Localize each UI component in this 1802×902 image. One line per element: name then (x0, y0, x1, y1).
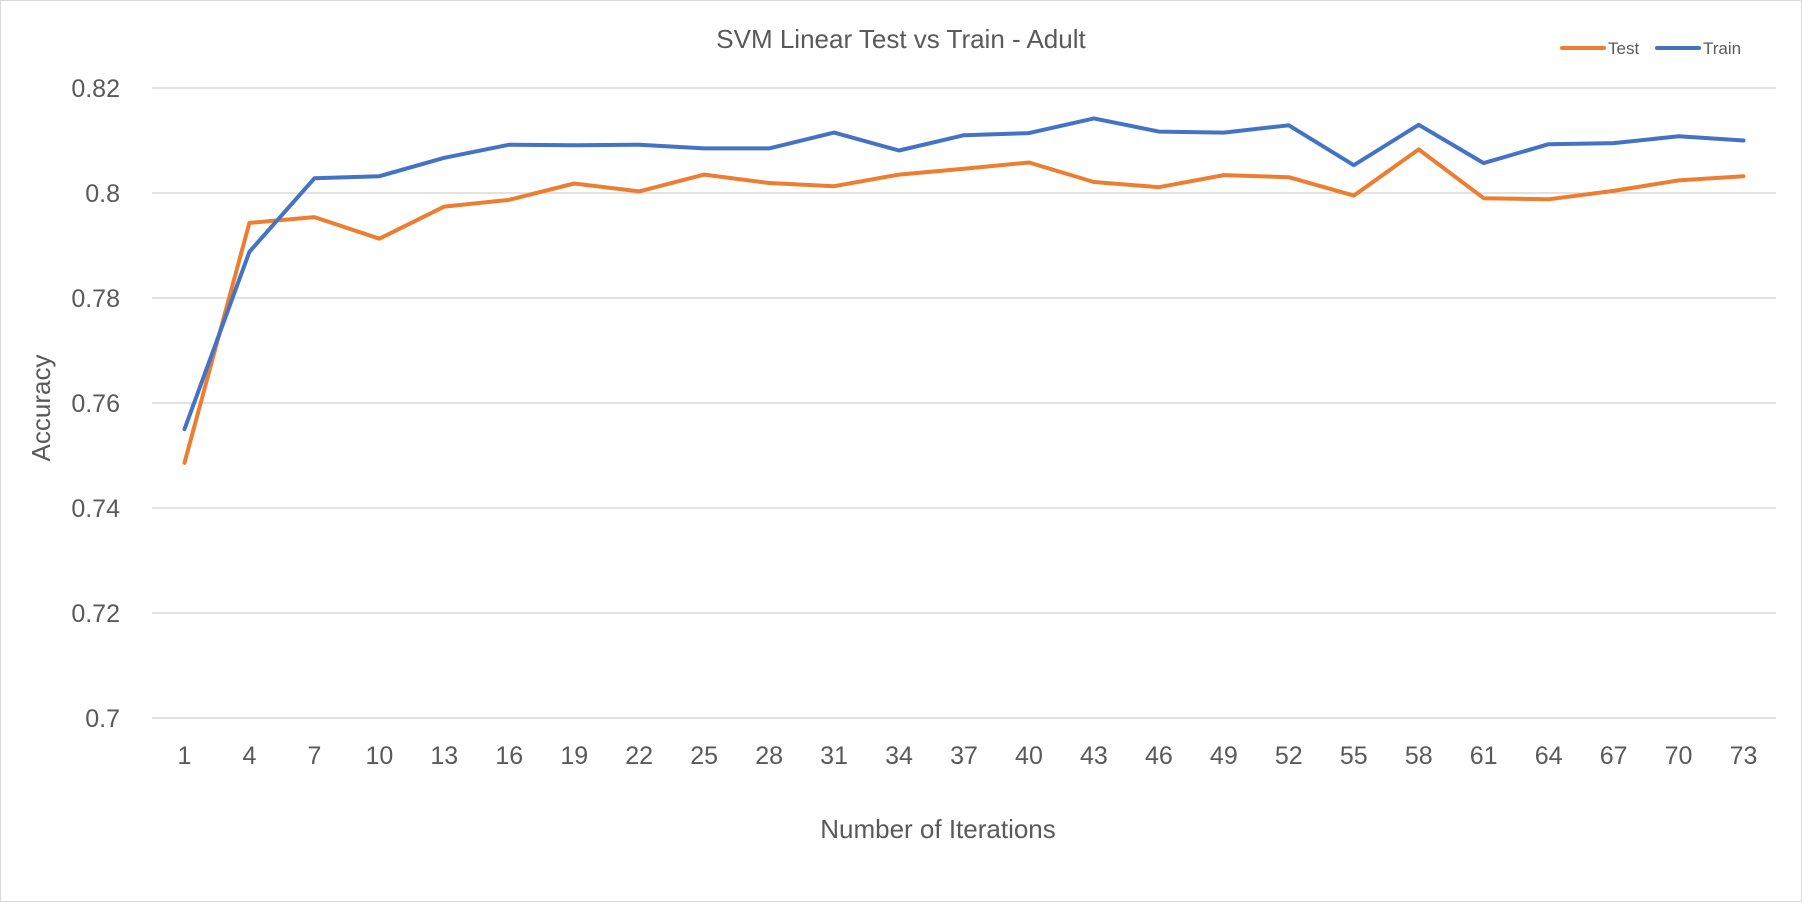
y-axis-ticks: 0.82 0.8 0.78 0.76 0.74 0.72 0.7 (71, 75, 120, 733)
x-tick-label: 58 (1405, 742, 1433, 770)
y-tick-label: 0.7 (85, 705, 120, 733)
x-axis-ticks: 1 4 7 10 13 16 19 22 25 28 31 34 37 40 43 46 49 52 55 58 61 6… (178, 742, 1758, 770)
x-tick-label: 70 (1665, 742, 1693, 770)
x-tick-label: 64 (1535, 742, 1563, 770)
x-tick-label: 67 (1600, 742, 1628, 770)
chart-title: SVM Linear Test vs Train - Adult (716, 24, 1086, 54)
y-tick-label: 0.74 (71, 495, 120, 523)
series-lines (182, 116, 1746, 465)
x-tick-label: 52 (1275, 742, 1303, 770)
x-tick-label: 55 (1340, 742, 1368, 770)
x-tick-label: 40 (1015, 742, 1043, 770)
x-tick-label: 46 (1145, 742, 1173, 770)
x-tick-label: 34 (885, 742, 913, 770)
series-line-test (182, 147, 1746, 465)
x-tick-label: 25 (690, 742, 718, 770)
x-tick-label: 10 (365, 742, 393, 770)
y-tick-label: 0.78 (71, 285, 120, 313)
y-tick-label: 0.82 (71, 75, 120, 103)
x-tick-label: 22 (625, 742, 653, 770)
legend-label-train: Train (1703, 39, 1741, 58)
legend-label-test: Test (1608, 39, 1639, 58)
y-tick-label: 0.72 (71, 600, 120, 628)
y-tick-label: 0.8 (85, 180, 120, 208)
x-tick-label: 7 (307, 742, 321, 770)
x-axis-title: Number of Iterations (820, 814, 1056, 844)
x-tick-label: 1 (178, 742, 192, 770)
gridlines (152, 87, 1776, 719)
x-tick-label: 13 (430, 742, 458, 770)
x-tick-label: 28 (755, 742, 783, 770)
x-tick-label: 43 (1080, 742, 1108, 770)
x-tick-label: 49 (1210, 742, 1238, 770)
x-tick-label: 61 (1470, 742, 1498, 770)
x-tick-label: 4 (242, 742, 256, 770)
x-tick-label: 16 (495, 742, 523, 770)
x-tick-label: 19 (560, 742, 588, 770)
series-line-train (182, 116, 1746, 432)
x-tick-label: 37 (950, 742, 978, 770)
legend: Test Train (1560, 39, 1741, 58)
x-tick-label: 73 (1730, 742, 1758, 770)
y-tick-label: 0.76 (71, 390, 120, 418)
y-axis-title: Accuracy (26, 355, 56, 462)
x-tick-label: 31 (820, 742, 848, 770)
